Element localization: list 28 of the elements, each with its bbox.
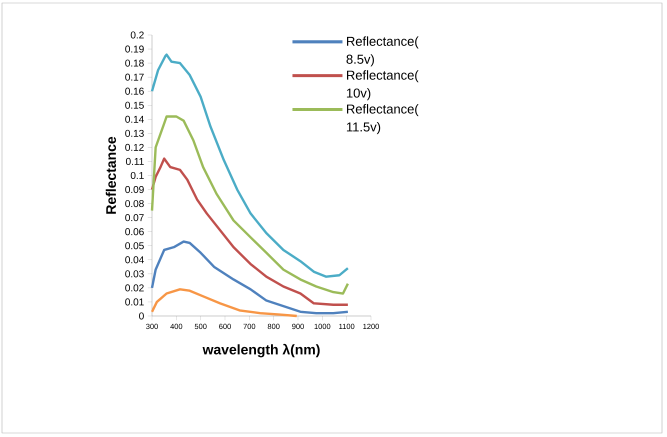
y-axis-title: Reflectance [106, 136, 116, 214]
y-tick-label: 0.09 [125, 186, 144, 194]
y-tick-label: 0.16 [125, 88, 144, 95]
y-tick-label: 0.06 [125, 228, 144, 236]
legend-label: Reflectance( 8.5v) [346, 36, 419, 66]
legend-label: Reflectance( 10v) [346, 70, 419, 100]
y-tick-label: 0.18 [125, 60, 144, 67]
y-tick-label: 0.05 [125, 242, 144, 250]
y-tick-label: 0.1 [130, 172, 144, 180]
y-tick-label: 0.04 [125, 256, 144, 264]
x-axis-title: wavelength λ(nm) [202, 344, 320, 358]
line-series [150, 240, 350, 314]
y-tick-label: 0 [139, 312, 144, 320]
y-tick-label: 0.08 [125, 200, 144, 208]
y-tick-label: 0.19 [125, 46, 144, 53]
line-series [150, 288, 298, 318]
y-tick-label: 0.01 [125, 298, 144, 306]
y-tick-label: 0.14 [125, 116, 144, 123]
y-tick-label: 0.12 [125, 144, 144, 151]
y-tick-label: 0.11 [126, 158, 144, 165]
y-tick-label: 0.2 [130, 31, 144, 39]
y-tick-label: 0.15 [125, 102, 144, 109]
y-tick-label: 0.03 [125, 270, 144, 278]
y-tick-label: 0.02 [125, 284, 144, 292]
y-tick-label: 0.07 [125, 214, 144, 222]
y-tick-label: 0.13 [125, 130, 144, 137]
y-tick-label: 0.17 [125, 74, 144, 81]
legend-label: Reflectance( 11.5v) [346, 104, 419, 134]
